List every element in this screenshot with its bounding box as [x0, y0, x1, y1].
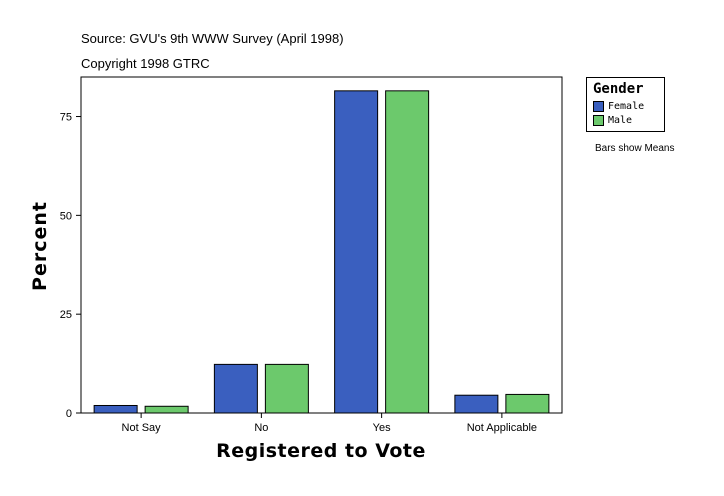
legend-title: Gender — [593, 81, 644, 97]
y-axis-label: Percent — [29, 201, 51, 291]
legend-label-male: Male — [608, 114, 633, 126]
bar-male-not-applicable — [505, 393, 550, 414]
legend-label-female: Female — [608, 100, 645, 112]
y-tick-label: 0 — [66, 408, 72, 420]
bar-male-not-say — [144, 405, 189, 414]
plot-frame — [80, 76, 563, 414]
bar-female-no — [213, 363, 258, 414]
x-axis-label: Registered to Vote — [216, 440, 426, 462]
legend-item-male: Male — [593, 114, 632, 126]
x-tick-label: Not Say — [122, 422, 162, 434]
source-text: Source: GVU's 9th WWW Survey (April 1998… — [81, 31, 344, 46]
x-tick-label: Not Applicable — [467, 422, 537, 434]
bar-male-no — [264, 363, 309, 414]
x-tick-label: Yes — [373, 422, 391, 434]
legend-swatch-female — [593, 100, 604, 112]
y-tick-label: 50 — [60, 210, 72, 222]
bars-note: Bars show Means — [595, 143, 675, 154]
legend-swatch-male — [593, 114, 604, 126]
bar-female-yes — [334, 90, 379, 414]
bar-female-not-say — [93, 404, 138, 414]
bar-female-not-applicable — [454, 394, 499, 414]
bars-group — [93, 90, 550, 414]
bar-male-yes — [385, 90, 430, 414]
legend-item-female: Female — [593, 100, 644, 112]
legend: Gender Female Male — [586, 77, 665, 132]
axis-group: Not Say No Yes Not Applicable 0 25 50 75 — [60, 112, 537, 434]
y-tick-label: 75 — [60, 112, 72, 124]
x-tick-label: No — [254, 422, 268, 434]
copyright-text: Copyright 1998 GTRC — [81, 56, 210, 71]
y-tick-label: 25 — [60, 309, 72, 321]
